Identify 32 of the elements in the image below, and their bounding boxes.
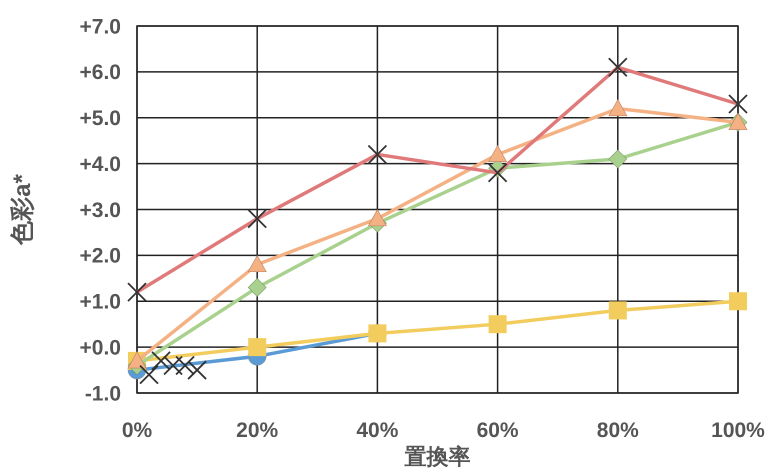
point — [729, 292, 747, 310]
point — [368, 209, 387, 226]
y-tick-label: +5.0 — [80, 107, 121, 130]
point — [488, 315, 507, 334]
point — [151, 350, 171, 371]
y-tick-label: +3.0 — [80, 198, 121, 222]
point — [248, 338, 266, 356]
point — [187, 360, 207, 380]
x-tick-label: 0% — [122, 419, 152, 442]
y-tick-label: +6.0 — [80, 61, 121, 84]
point — [248, 255, 266, 272]
point — [163, 356, 183, 376]
y-tick-label: +4.0 — [80, 152, 121, 176]
point — [175, 356, 195, 376]
x-tick-label: 80% — [596, 419, 640, 442]
point — [608, 150, 628, 168]
point — [608, 301, 627, 320]
point — [488, 145, 507, 162]
y-tick-label: +0.0 — [80, 336, 121, 360]
y-tick-label: -1.0 — [84, 382, 121, 406]
x-axis-title: 置換率 — [404, 444, 470, 469]
y-axis-title: 色彩a* — [9, 173, 36, 246]
point — [608, 99, 628, 116]
point — [139, 364, 159, 385]
x-tick-label: 60% — [476, 419, 519, 442]
x-tick-label: 100% — [711, 419, 766, 442]
y-tick-label: +2.0 — [80, 244, 121, 268]
y-tick-label: +1.0 — [80, 290, 121, 314]
point — [248, 278, 266, 297]
x-tick-label: 40% — [356, 419, 399, 442]
y-tick-label: +7.0 — [80, 15, 121, 38]
x-tick-label: 20% — [236, 419, 279, 442]
